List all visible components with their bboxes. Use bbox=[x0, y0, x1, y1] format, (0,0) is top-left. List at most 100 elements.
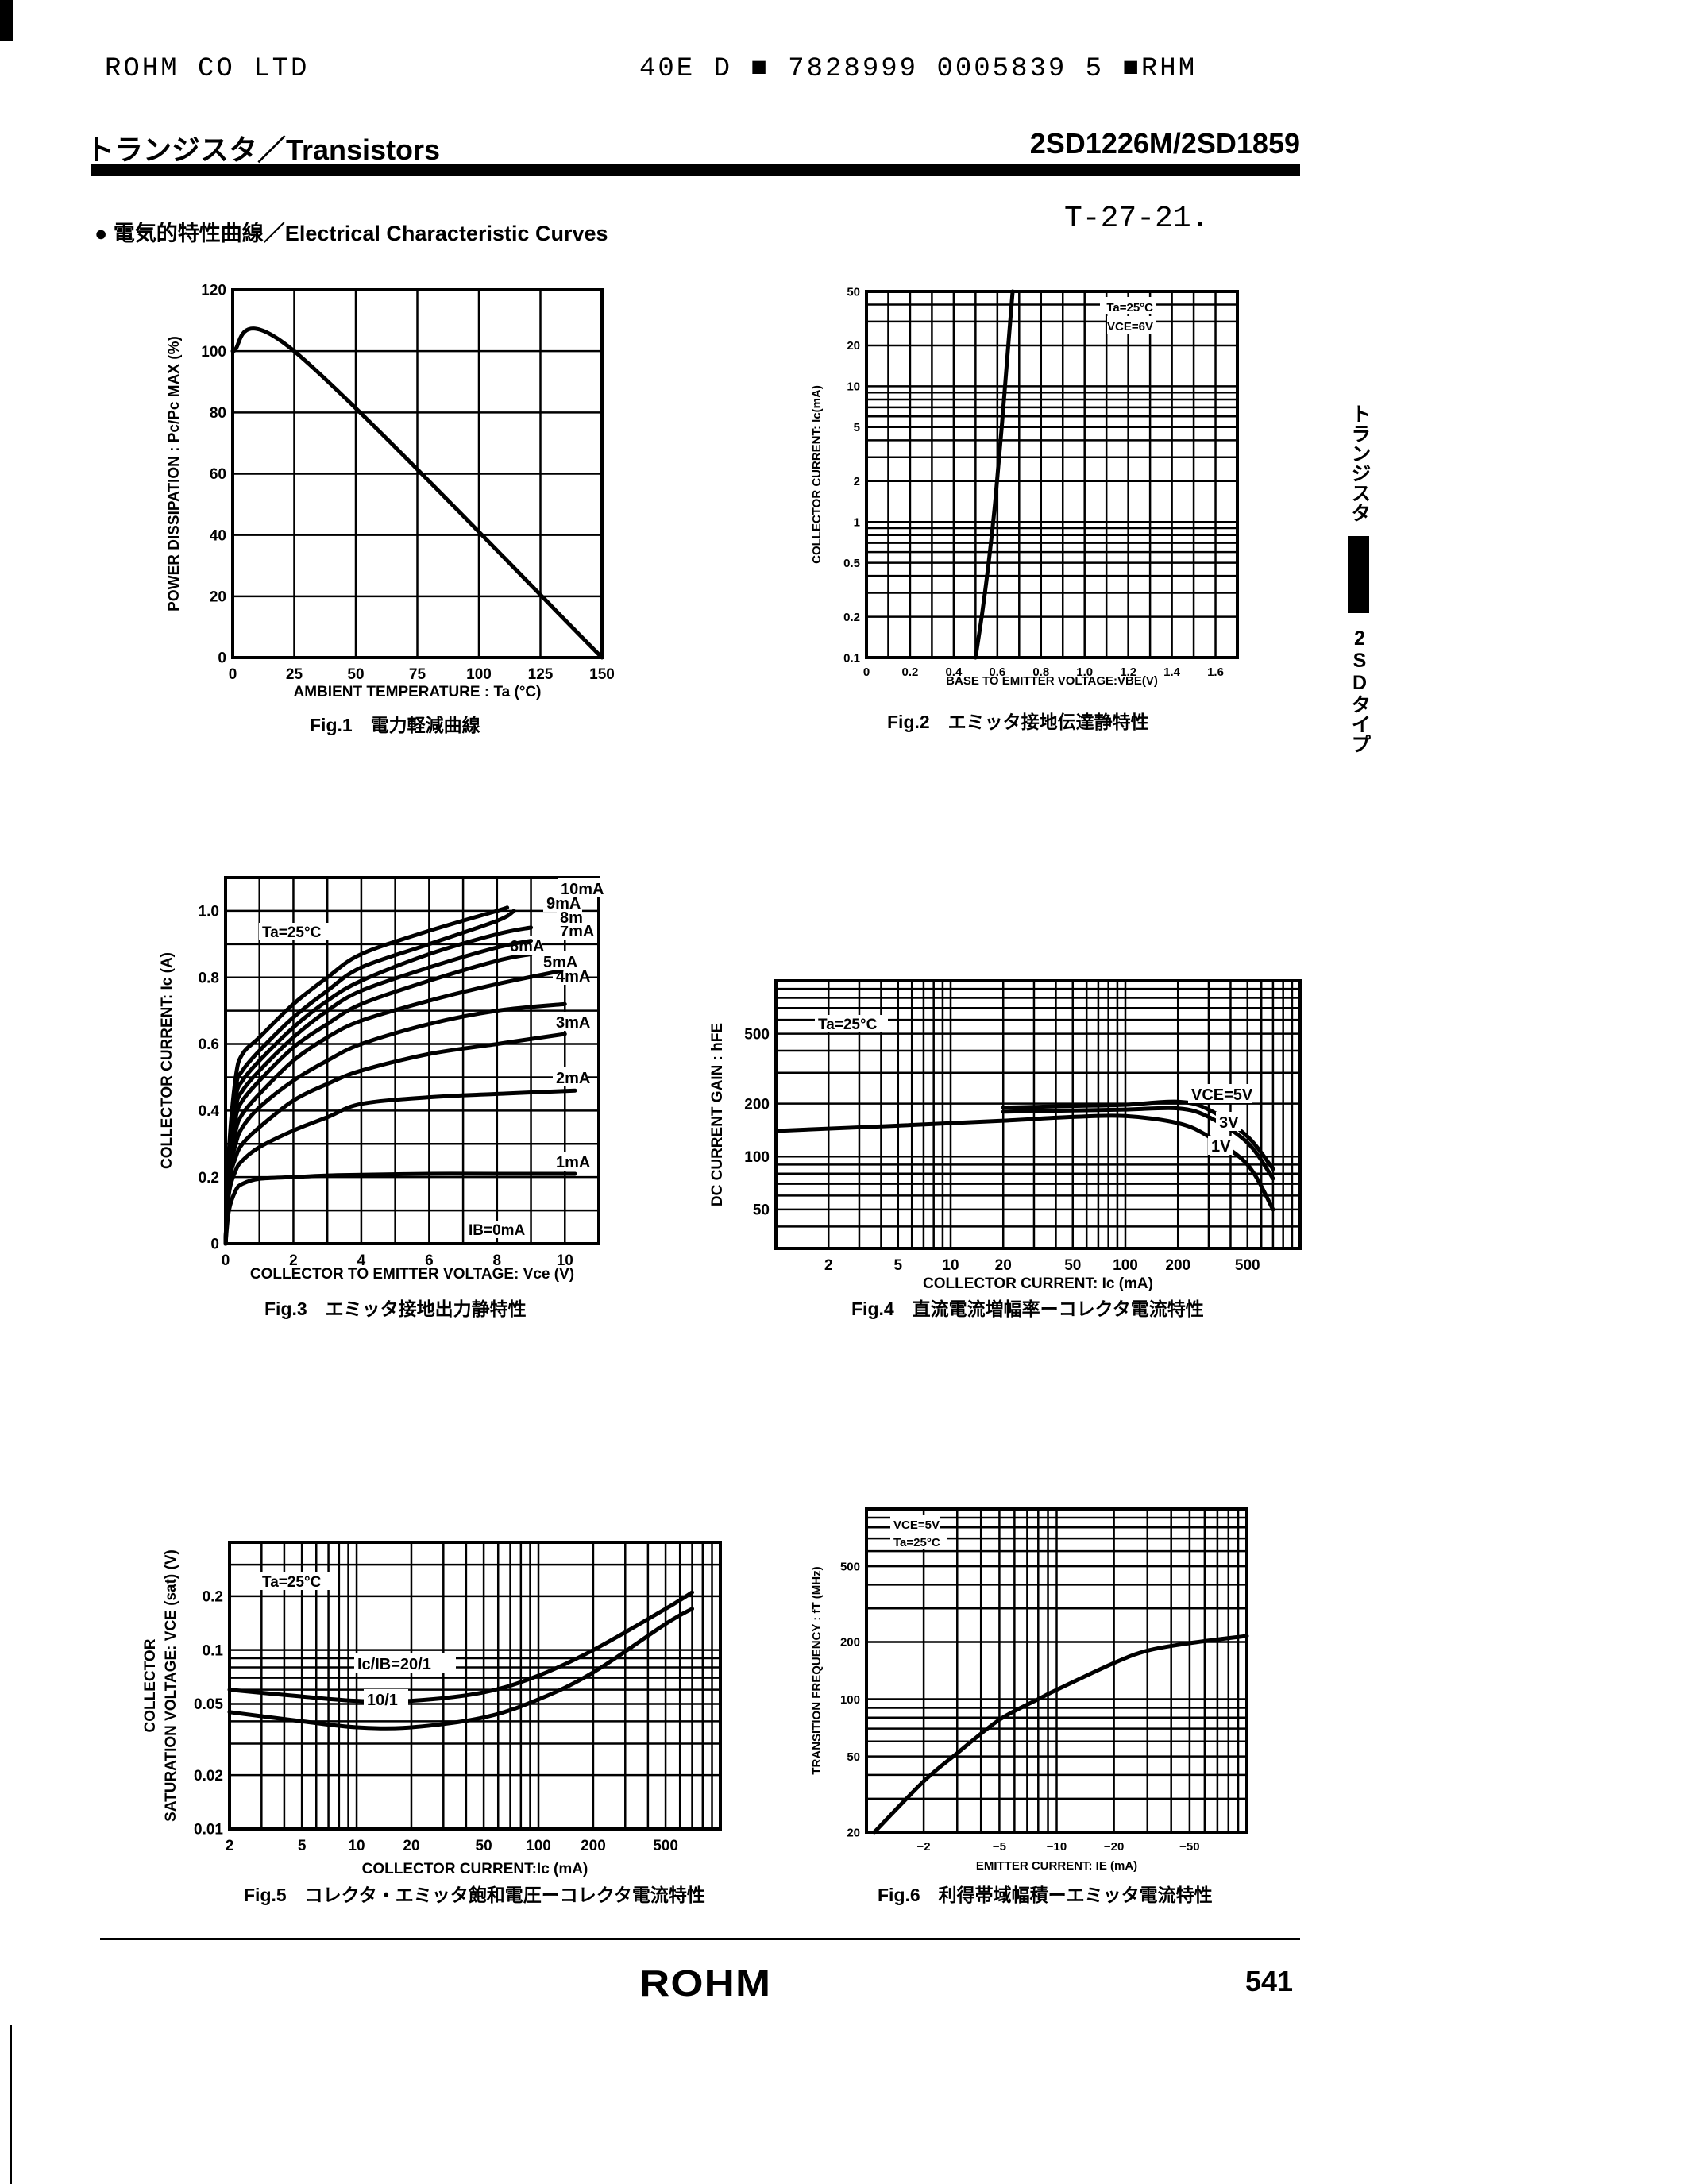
x-tick-label: −10 bbox=[1047, 1840, 1067, 1854]
y-tick-label: 80 bbox=[210, 405, 226, 422]
figure-caption: Fig.3 エミッタ接地出力静特性 bbox=[264, 1298, 527, 1319]
y-tick-label: 0.2 bbox=[199, 1170, 219, 1187]
category-title: トランジスタ／Transistors bbox=[86, 133, 441, 166]
y-tick-label: 0.1 bbox=[203, 1642, 224, 1659]
figure-5: 2 5 10 20 50 100 200 500 0.01 0.02 0.05 0.1 0.2 COLLE… bbox=[142, 1541, 722, 1905]
series-label-bg bbox=[553, 1152, 588, 1171]
y-tick-label: 20 bbox=[847, 339, 860, 353]
chart-annotation: VCE=5V bbox=[893, 1518, 940, 1532]
x-axis-label: COLLECTOR CURRENT: Ic (mA) bbox=[923, 1275, 1153, 1292]
y-tick-label: 50 bbox=[847, 1750, 860, 1764]
document-code-line: 40E D ■ 7828999 0005839 5 ■RHM bbox=[639, 54, 1198, 84]
x-tick-label: 100 bbox=[1113, 1257, 1138, 1274]
plot-frame bbox=[865, 1507, 1248, 1834]
series-label: 3V bbox=[1219, 1114, 1239, 1132]
x-axis-label: AMBIENT TEMPERATURE : Ta (°C) bbox=[294, 684, 542, 700]
y-tick-label: 2 bbox=[854, 475, 860, 488]
y-tick-label: 10 bbox=[847, 380, 860, 394]
y-tick-label: 0.5 bbox=[843, 557, 860, 570]
part-numbers: 2SD1226M/2SD1859 bbox=[1029, 127, 1300, 160]
x-tick-label: 5 bbox=[298, 1838, 307, 1854]
y-tick-label: 50 bbox=[753, 1202, 770, 1219]
x-tick-label: 20 bbox=[995, 1257, 1012, 1274]
x-axis-label: COLLECTOR TO EMITTER VOLTAGE: Vce (V) bbox=[250, 1266, 574, 1283]
y-axis-label: COLLECTOR CURRENT: Ic(mA) bbox=[810, 385, 824, 564]
x-tick-label: 0 bbox=[229, 666, 237, 683]
x-tick-label: 25 bbox=[286, 666, 303, 683]
x-tick-label: 10 bbox=[942, 1257, 959, 1274]
x-tick-label: 500 bbox=[653, 1838, 678, 1854]
figure-caption: Fig.2 エミッタ接地伝達静特性 bbox=[887, 712, 1149, 732]
x-tick-label: 0 bbox=[222, 1252, 230, 1269]
x-tick-label: 150 bbox=[589, 666, 615, 683]
y-tick-label: 0 bbox=[210, 1237, 219, 1253]
x-tick-label: −5 bbox=[993, 1840, 1006, 1854]
x-tick-label: 1.2 bbox=[1120, 666, 1136, 679]
x-tick-label: 10 bbox=[348, 1838, 365, 1854]
x-tick-label: 500 bbox=[1235, 1257, 1260, 1274]
plot-frame bbox=[865, 290, 1239, 659]
annotation-bg bbox=[259, 1572, 332, 1590]
series-label-bg bbox=[1216, 1112, 1241, 1131]
plot-frame bbox=[774, 979, 1302, 1250]
series-label-bg bbox=[540, 951, 575, 970]
chart-annotation: Ta=25°C bbox=[1106, 301, 1153, 314]
series-label: 3mA bbox=[556, 1014, 590, 1032]
x-tick-label: 75 bbox=[409, 666, 426, 683]
y-tick-label: 1.0 bbox=[199, 904, 219, 920]
x-tick-label: 1.4 bbox=[1163, 666, 1181, 679]
chart-annotation: Ta=25°C bbox=[893, 1536, 940, 1549]
x-tick-label: 6 bbox=[425, 1252, 434, 1269]
series-line bbox=[1001, 1099, 1275, 1171]
side-tab-type: 2SDタイプ bbox=[1349, 627, 1371, 754]
series-label: 7mA bbox=[560, 923, 594, 940]
chart-annotation: Ta=25°C bbox=[262, 924, 322, 941]
scan-edge-mark bbox=[0, 0, 13, 41]
company-name: ROHM CO LTD bbox=[105, 54, 310, 84]
series-label-bg bbox=[354, 1653, 456, 1673]
figure-caption: Fig.6 利得帯域幅積ーエミッタ電流特性 bbox=[878, 1885, 1213, 1905]
side-tab-marker bbox=[1348, 536, 1369, 613]
chart-annotation: IB=0mA bbox=[469, 1222, 526, 1239]
scan-edge-line bbox=[10, 2025, 12, 2184]
y-tick-label: 60 bbox=[210, 466, 226, 483]
y-tick-label: 0.6 bbox=[199, 1036, 219, 1053]
y-tick-label: 0.02 bbox=[194, 1768, 223, 1785]
annotation-bg bbox=[815, 1015, 888, 1032]
x-tick-label: 200 bbox=[1165, 1257, 1190, 1274]
x-tick-label: 1.0 bbox=[1076, 666, 1093, 679]
annotation-bg bbox=[890, 1532, 947, 1549]
footer-rule bbox=[100, 1938, 1300, 1940]
y-tick-label: 200 bbox=[840, 1636, 860, 1650]
y-tick-label: 100 bbox=[744, 1149, 770, 1166]
series-label: 5mA bbox=[543, 954, 577, 971]
y-tick-label: 0.05 bbox=[194, 1696, 223, 1713]
header-rule bbox=[91, 164, 1300, 176]
x-tick-label: 1.6 bbox=[1207, 666, 1224, 679]
x-tick-label: 125 bbox=[528, 666, 554, 683]
x-tick-label: 10 bbox=[557, 1252, 573, 1269]
series-label: 4mA bbox=[556, 968, 590, 986]
plot-frame bbox=[228, 1541, 722, 1831]
y-axis-label: COLLECTOR bbox=[142, 1638, 159, 1732]
series-line bbox=[872, 1634, 1249, 1835]
y-tick-label: 20 bbox=[847, 1826, 860, 1839]
series-label: 2mA bbox=[556, 1070, 590, 1087]
figure-2: 0 0.2 0.4 0.6 0.8 1.0 1.2 1.4 1.6 0.1 0.2 0.5 1 2 5 10 2… bbox=[810, 285, 1239, 732]
series-line bbox=[230, 326, 604, 660]
x-tick-label: 2 bbox=[226, 1838, 234, 1854]
x-tick-label: 50 bbox=[347, 666, 364, 683]
y-tick-label: 100 bbox=[201, 344, 226, 361]
rohm-logo: ROHM bbox=[639, 1962, 772, 2004]
series-label: 10/1 bbox=[367, 1692, 398, 1709]
series-line bbox=[223, 968, 564, 1246]
series-label: 1V bbox=[1211, 1138, 1231, 1156]
x-tick-label: 200 bbox=[581, 1838, 606, 1854]
series-line bbox=[223, 925, 534, 1246]
y-tick-label: 0.2 bbox=[843, 611, 860, 624]
y-tick-label: 120 bbox=[201, 283, 226, 299]
y-tick-label: 0.01 bbox=[194, 1822, 223, 1839]
x-tick-label: 0.8 bbox=[1032, 666, 1049, 679]
chart-annotation: Ta=25°C bbox=[262, 1574, 322, 1591]
x-tick-label: 5 bbox=[893, 1257, 902, 1274]
